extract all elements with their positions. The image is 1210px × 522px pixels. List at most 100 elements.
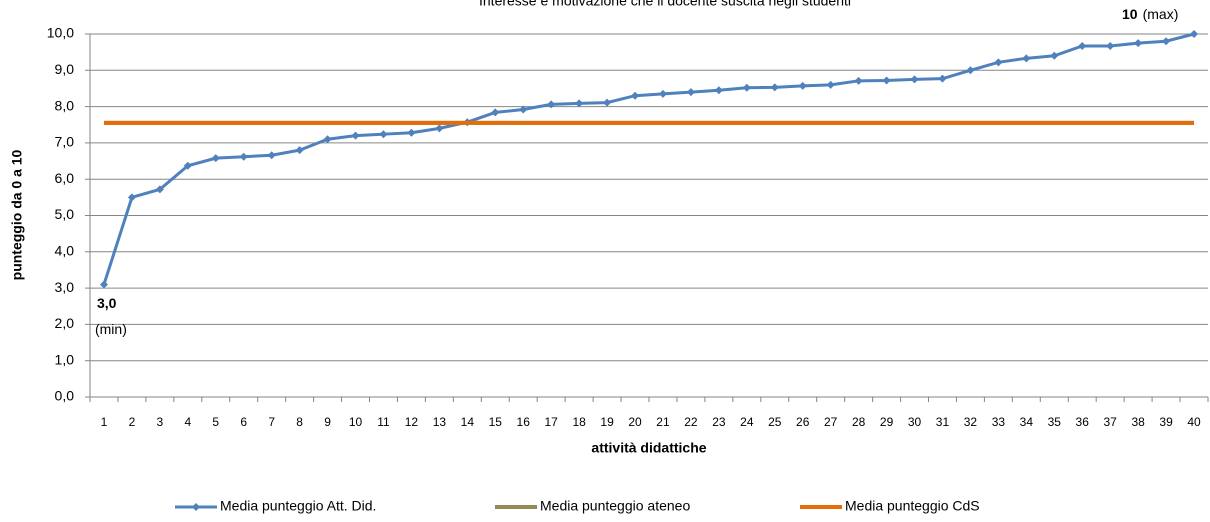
x-tick-label: 28 [852,415,866,429]
point-marker [1078,41,1087,50]
point-marker [658,89,667,98]
point-marker [770,83,779,92]
chart-title: Interesse e motivazione che il docente s… [479,0,851,9]
point-marker [686,88,695,97]
point-marker [295,146,304,155]
point-marker [938,74,947,83]
y-tick-label: 10,0 [47,25,74,41]
annotation-value: 10 [1122,6,1138,22]
legend-label: Media punteggio ateneo [540,498,690,514]
point-marker [127,193,136,202]
point-marker [910,75,919,84]
point-marker [575,99,584,108]
point-marker [435,124,444,133]
x-tick-label: 37 [1103,415,1117,429]
point-marker [994,58,1003,67]
x-tick-label: 13 [433,415,447,429]
x-axis-label: attività didattiche [591,440,706,456]
x-tick-label: 27 [824,415,838,429]
y-tick-label: 9,0 [55,61,75,77]
y-tick-label: 5,0 [55,206,75,222]
point-marker [99,280,108,289]
point-marker [826,80,835,89]
y-tick-label: 1,0 [55,351,75,367]
x-tick-label: 25 [768,415,782,429]
annotation: 10 (max) [1122,6,1178,22]
point-marker [351,131,360,140]
y-tick-label: 3,0 [55,279,75,295]
legend-marker [192,503,200,511]
x-tick-label: 16 [517,415,531,429]
x-tick-label: 38 [1131,415,1145,429]
point-marker [798,81,807,90]
point-marker [379,130,388,139]
x-tick-label: 40 [1187,415,1201,429]
x-tick-label: 2 [129,415,136,429]
x-tick-label: 36 [1076,415,1090,429]
point-marker [155,185,164,194]
x-tick-label: 6 [240,415,247,429]
point-marker [1106,41,1115,50]
x-tick-label: 35 [1048,415,1062,429]
x-tick-label: 4 [184,415,191,429]
y-tick-label: 8,0 [55,97,75,113]
x-tick-label: 20 [628,415,642,429]
x-tick-label: 11 [377,415,390,429]
point-marker [631,91,640,100]
point-marker [239,152,248,161]
series-line [102,32,1195,285]
x-tick-label: 23 [712,415,726,429]
x-tick-label: 5 [212,415,219,429]
x-tick-label: 17 [544,415,558,429]
y-tick-label: 2,0 [55,315,75,331]
point-marker [323,135,332,144]
x-tick-label: 15 [489,415,503,429]
annotation: 3,0 [97,295,117,311]
point-marker [211,154,220,163]
x-tick-label: 7 [268,415,275,429]
x-tick-label: 3 [157,415,164,429]
x-tick-label: 9 [324,415,331,429]
legend-label: Media punteggio CdS [845,498,980,514]
point-marker [1050,51,1059,60]
point-marker [519,105,528,114]
point-marker [714,86,723,95]
x-tick-label: 1 [101,415,108,429]
y-tick-label: 6,0 [55,170,75,186]
x-tick-label: 14 [461,415,475,429]
point-marker [966,66,975,75]
y-axis-label: punteggio da 0 a 10 [9,149,25,280]
x-tick-label: 18 [572,415,586,429]
point-marker [854,76,863,85]
point-marker [742,83,751,92]
x-tick-label: 24 [740,415,754,429]
point-marker [1022,54,1031,63]
x-tick-label: 34 [1020,415,1034,429]
point-marker [407,128,416,137]
x-tick-label: 12 [405,415,419,429]
x-tick-label: 21 [656,415,670,429]
x-tick-label: 33 [992,415,1006,429]
point-marker [491,108,500,117]
x-tick-label: 30 [908,415,922,429]
x-tick-label: 32 [964,415,978,429]
x-tick-label: 29 [880,415,894,429]
point-marker [183,161,192,170]
x-tick-label: 8 [296,415,303,429]
x-tick-label: 26 [796,415,810,429]
legend-label: Media punteggio Att. Did. [220,498,376,514]
point-marker [603,98,612,107]
x-tick-label: 31 [936,415,950,429]
point-marker [267,151,276,160]
x-tick-label: 19 [600,415,614,429]
x-tick-label: 10 [349,415,363,429]
point-marker [547,100,556,109]
point-marker [882,76,891,85]
y-tick-label: 7,0 [55,134,75,150]
point-marker [1162,37,1171,46]
x-tick-label: 22 [684,415,698,429]
y-tick-label: 4,0 [55,243,75,259]
annotation: (min) [95,321,127,337]
point-marker [1134,39,1143,48]
